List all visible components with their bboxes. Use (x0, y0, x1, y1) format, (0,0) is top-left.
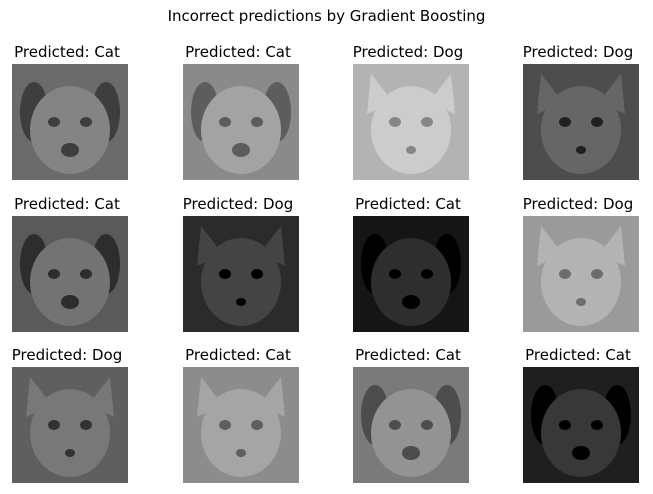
panel-title: Predicted: Cat (355, 346, 461, 364)
cat-photo (353, 64, 469, 180)
prediction-panel: Predicted: Cat (0, 195, 142, 332)
panel-title: Predicted: Dog (522, 195, 634, 213)
dog-photo (183, 64, 299, 180)
dog-photo (523, 367, 639, 483)
prediction-panel: Predicted: Dog (503, 43, 653, 180)
prediction-panel: Predicted: Dog (163, 195, 313, 332)
prediction-panel: Predicted: Dog (503, 195, 653, 332)
prediction-panel: Predicted: Cat (163, 43, 313, 180)
panel-title: Predicted: Cat (14, 43, 120, 61)
prediction-panel: Predicted: Cat (0, 43, 142, 180)
panel-title: Predicted: Dog (522, 43, 634, 61)
prediction-panel: Predicted: Dog (0, 346, 142, 483)
prediction-panel: Predicted: Cat (333, 346, 483, 483)
prediction-panel: Predicted: Cat (503, 346, 653, 483)
panel-title: Predicted: Cat (185, 346, 291, 364)
panel-title: Predicted: Dog (11, 346, 123, 364)
panel-title: Predicted: Cat (355, 195, 461, 213)
cat-photo (523, 64, 639, 180)
cat-photo (523, 216, 639, 332)
dog-photo (353, 367, 469, 483)
prediction-panel: Predicted: Cat (163, 346, 313, 483)
panel-title: Predicted: Cat (525, 346, 631, 364)
dog-photo (12, 64, 128, 180)
cat-photo (12, 367, 128, 483)
prediction-panel: Predicted: Dog (333, 43, 483, 180)
cat-photo (183, 216, 299, 332)
dog-photo (12, 216, 128, 332)
figure-title: Incorrect predictions by Gradient Boosti… (167, 7, 486, 25)
cat-photo (183, 367, 299, 483)
dog-photo (353, 216, 469, 332)
panel-title: Predicted: Cat (185, 43, 291, 61)
panel-title: Predicted: Dog (182, 195, 294, 213)
prediction-panel: Predicted: Cat (333, 195, 483, 332)
panel-title: Predicted: Dog (352, 43, 464, 61)
panel-title: Predicted: Cat (14, 195, 120, 213)
